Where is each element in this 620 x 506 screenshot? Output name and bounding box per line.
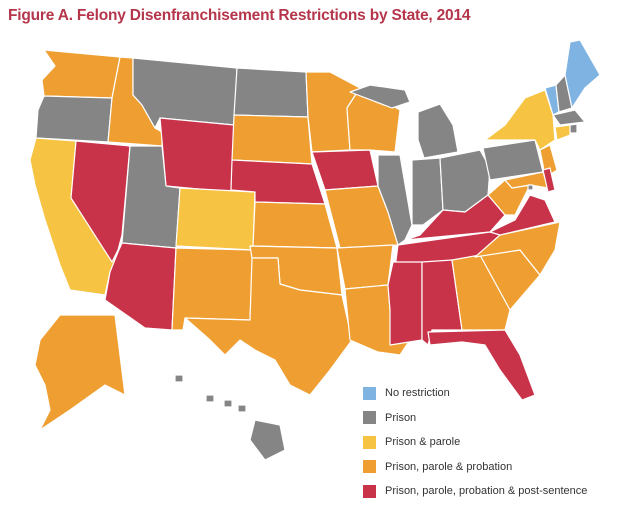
legend-swatch-prison [363,411,376,424]
state-ky [404,194,506,241]
legend-swatch-post-sentence [363,484,376,498]
state-de [542,167,556,193]
state-ny [484,89,556,151]
legend-label-prison-parole: Prison & parole [385,436,461,448]
legend-label-prison: Prison [385,411,417,424]
legend-label-prison-parole-probation: Prison, parole & probation [385,460,513,473]
state-or [35,95,113,143]
state-nc [474,221,561,276]
state-il [377,154,413,246]
state-dc [527,184,534,191]
state-fl [427,329,536,401]
state-nd [233,67,309,118]
legend-swatch-prison-parole-probation [363,460,376,473]
legend-swatch-prison-parole [363,435,376,449]
state-ar [336,244,394,290]
state-ms [387,261,423,346]
map-title: Figure A. Felony Disenfranchisement Rest… [8,7,471,24]
legend-label-no-restriction: No restriction [385,387,450,399]
state-mi [349,84,459,159]
state-in [411,157,444,226]
legend-label-post-sentence: Prison, parole, probation & post-sentenc… [385,485,588,497]
state-hi [174,374,286,461]
legend-item-no-restriction: No restriction [363,383,587,403]
state-wa [41,49,121,99]
state-ri [569,123,578,134]
legend-swatch-no-restriction [363,386,376,400]
state-co [175,187,256,251]
legend-item-prison-parole-probation: Prison, parole & probation [363,457,587,477]
state-sd [231,114,313,165]
state-ia [311,149,379,191]
state-ks [252,201,338,249]
state-wy [159,117,235,193]
state-me [564,39,601,109]
state-tx [184,257,353,396]
legend-item-prison: Prison [363,408,587,428]
state-nm [171,247,254,331]
state-ct [554,124,571,141]
state-md [504,171,549,189]
state-ma [552,109,586,126]
legend: No restriction Prison Prison & parole Pr… [363,383,587,506]
legend-item-prison-parole: Prison & parole [363,432,587,452]
state-ak [34,314,126,431]
legend-item-post-sentence: Prison, parole, probation & post-sentenc… [363,481,587,501]
state-va [489,194,556,236]
state-mt [132,57,238,129]
